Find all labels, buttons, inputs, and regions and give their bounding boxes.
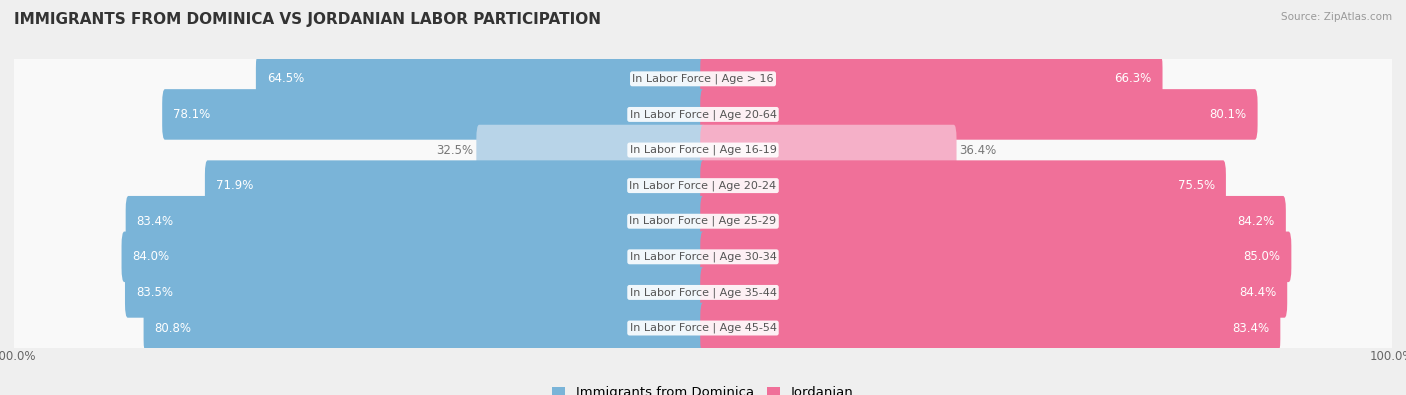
FancyBboxPatch shape: [205, 160, 706, 211]
Text: 80.8%: 80.8%: [155, 322, 191, 335]
FancyBboxPatch shape: [6, 159, 1400, 212]
FancyBboxPatch shape: [6, 124, 1400, 177]
Text: 84.0%: 84.0%: [132, 250, 170, 263]
FancyBboxPatch shape: [6, 302, 1400, 354]
Text: 85.0%: 85.0%: [1243, 250, 1281, 263]
FancyBboxPatch shape: [125, 196, 706, 246]
Text: In Labor Force | Age 16-19: In Labor Force | Age 16-19: [630, 145, 776, 155]
Text: 83.5%: 83.5%: [136, 286, 173, 299]
Text: 36.4%: 36.4%: [959, 143, 997, 156]
Text: In Labor Force | Age 20-24: In Labor Force | Age 20-24: [630, 181, 776, 191]
Text: 83.4%: 83.4%: [136, 215, 174, 228]
FancyBboxPatch shape: [162, 89, 706, 140]
FancyBboxPatch shape: [6, 266, 1400, 319]
Text: 80.1%: 80.1%: [1209, 108, 1247, 121]
FancyBboxPatch shape: [121, 231, 706, 282]
Text: In Labor Force | Age > 16: In Labor Force | Age > 16: [633, 73, 773, 84]
Text: 84.2%: 84.2%: [1237, 215, 1275, 228]
FancyBboxPatch shape: [477, 125, 706, 175]
Text: 75.5%: 75.5%: [1178, 179, 1215, 192]
FancyBboxPatch shape: [700, 125, 956, 175]
Text: In Labor Force | Age 30-34: In Labor Force | Age 30-34: [630, 252, 776, 262]
Text: 83.4%: 83.4%: [1232, 322, 1270, 335]
Text: Source: ZipAtlas.com: Source: ZipAtlas.com: [1281, 12, 1392, 22]
FancyBboxPatch shape: [6, 195, 1400, 248]
Text: 71.9%: 71.9%: [217, 179, 253, 192]
FancyBboxPatch shape: [6, 230, 1400, 283]
FancyBboxPatch shape: [700, 196, 1286, 246]
FancyBboxPatch shape: [700, 89, 1257, 140]
Text: IMMIGRANTS FROM DOMINICA VS JORDANIAN LABOR PARTICIPATION: IMMIGRANTS FROM DOMINICA VS JORDANIAN LA…: [14, 12, 600, 27]
FancyBboxPatch shape: [125, 267, 706, 318]
FancyBboxPatch shape: [700, 267, 1288, 318]
FancyBboxPatch shape: [700, 303, 1281, 353]
Text: 66.3%: 66.3%: [1114, 72, 1152, 85]
FancyBboxPatch shape: [6, 88, 1400, 141]
Text: In Labor Force | Age 45-54: In Labor Force | Age 45-54: [630, 323, 776, 333]
FancyBboxPatch shape: [700, 160, 1226, 211]
Text: 32.5%: 32.5%: [436, 143, 474, 156]
FancyBboxPatch shape: [256, 54, 706, 104]
Legend: Immigrants from Dominica, Jordanian: Immigrants from Dominica, Jordanian: [547, 381, 859, 395]
FancyBboxPatch shape: [700, 54, 1163, 104]
FancyBboxPatch shape: [700, 231, 1291, 282]
Text: 84.4%: 84.4%: [1239, 286, 1277, 299]
Text: In Labor Force | Age 35-44: In Labor Force | Age 35-44: [630, 287, 776, 298]
Text: 78.1%: 78.1%: [173, 108, 211, 121]
FancyBboxPatch shape: [6, 53, 1400, 105]
Text: 64.5%: 64.5%: [267, 72, 304, 85]
Text: In Labor Force | Age 25-29: In Labor Force | Age 25-29: [630, 216, 776, 226]
FancyBboxPatch shape: [143, 303, 706, 353]
Text: In Labor Force | Age 20-64: In Labor Force | Age 20-64: [630, 109, 776, 120]
